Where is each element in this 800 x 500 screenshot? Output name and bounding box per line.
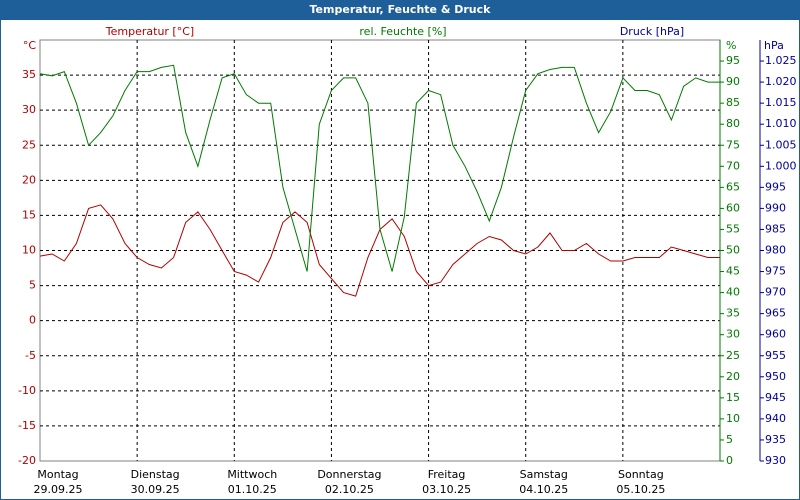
- y2-tick-label: 50: [726, 244, 740, 257]
- legend-entry: Temperatur [°C]: [105, 25, 194, 38]
- y-tick-label: -20: [18, 454, 36, 467]
- y-tick-label: 15: [22, 208, 36, 221]
- x-tick-label: Mittwoch: [227, 468, 277, 481]
- y3-tick-label: 965: [765, 307, 786, 320]
- y3-tick-label: 990: [765, 201, 786, 214]
- legend-entry: Druck [hPa]: [620, 25, 684, 38]
- y3-tick-label: 945: [765, 391, 786, 404]
- y-tick-label: -15: [18, 419, 36, 432]
- series-line: [39, 64, 720, 272]
- y-tick-label: 25: [22, 138, 36, 151]
- y-tick-label: 10: [22, 244, 36, 257]
- y3-tick-label: 975: [765, 265, 786, 278]
- x-tick-date: 01.10.25: [228, 483, 277, 496]
- y-tick-label: -5: [25, 349, 36, 362]
- y3-tick-label: 1.020: [765, 75, 797, 88]
- y3-tick-label: 1.000: [765, 159, 797, 172]
- y3-tick-label: 1.005: [765, 138, 797, 151]
- y-tick-label: 30: [22, 103, 36, 116]
- x-tick-label: Sonntag: [618, 468, 664, 481]
- y3-tick-label: 950: [765, 370, 786, 383]
- title-bar: [0, 0, 800, 20]
- y-tick-label: -10: [18, 384, 36, 397]
- legend-entry: rel. Feuchte [%]: [359, 25, 446, 38]
- y2-tick-label: 95: [726, 54, 740, 67]
- chart-title: Temperatur, Feuchte & Druck: [310, 3, 492, 16]
- x-tick-label: Samstag: [520, 468, 568, 481]
- y2-tick-label: 25: [726, 349, 740, 362]
- y2-tick-label: 40: [726, 286, 740, 299]
- y3-tick-label: 935: [765, 433, 786, 446]
- y2-tick-label: 0: [726, 454, 733, 467]
- y2-tick-label: 60: [726, 201, 740, 214]
- y3-tick-label: 955: [765, 349, 786, 362]
- x-tick-label: Dienstag: [131, 468, 180, 481]
- y2-tick-label: 35: [726, 307, 740, 320]
- y3-tick-label: 985: [765, 222, 786, 235]
- y2-tick-label: 5: [726, 433, 733, 446]
- y3-tick-label: 930: [765, 454, 786, 467]
- y3-tick-label: 1.010: [765, 117, 797, 130]
- y3-tick-label: 980: [765, 244, 786, 257]
- y3-tick-label: 970: [765, 286, 786, 299]
- y-unit: °C: [23, 39, 37, 52]
- y3-tick-label: 940: [765, 412, 786, 425]
- y3-unit: hPa: [764, 39, 784, 52]
- y3-tick-label: 1.015: [765, 96, 797, 109]
- y2-unit: %: [726, 39, 736, 52]
- x-tick-label: Freitag: [428, 468, 466, 481]
- x-tick-date: 03.10.25: [422, 483, 471, 496]
- y2-tick-label: 75: [726, 138, 740, 151]
- x-tick-label: Donnerstag: [317, 468, 381, 481]
- x-tick-date: 02.10.25: [325, 483, 374, 496]
- x-tick-label: Montag: [37, 468, 78, 481]
- y-tick-label: 0: [29, 314, 36, 327]
- y-tick-label: 35: [22, 68, 36, 81]
- x-tick-date: 29.09.25: [34, 483, 83, 496]
- y2-tick-label: 30: [726, 328, 740, 341]
- y-tick-label: 20: [22, 173, 36, 186]
- y2-tick-label: 20: [726, 370, 740, 383]
- y2-tick-label: 70: [726, 159, 740, 172]
- y3-tick-label: 1.025: [765, 54, 797, 67]
- y2-tick-label: 15: [726, 391, 740, 404]
- y2-tick-label: 90: [726, 75, 740, 88]
- y-tick-label: 5: [29, 279, 36, 292]
- x-tick-date: 30.09.25: [131, 483, 180, 496]
- y2-tick-label: 85: [726, 96, 740, 109]
- x-tick-date: 05.10.25: [616, 483, 665, 496]
- y2-tick-label: 80: [726, 117, 740, 130]
- y2-tick-label: 55: [726, 222, 740, 235]
- y3-tick-label: 995: [765, 180, 786, 193]
- y2-tick-label: 45: [726, 265, 740, 278]
- y3-tick-label: 960: [765, 328, 786, 341]
- y2-tick-label: 10: [726, 412, 740, 425]
- y2-tick-label: 65: [726, 180, 740, 193]
- x-tick-date: 04.10.25: [519, 483, 568, 496]
